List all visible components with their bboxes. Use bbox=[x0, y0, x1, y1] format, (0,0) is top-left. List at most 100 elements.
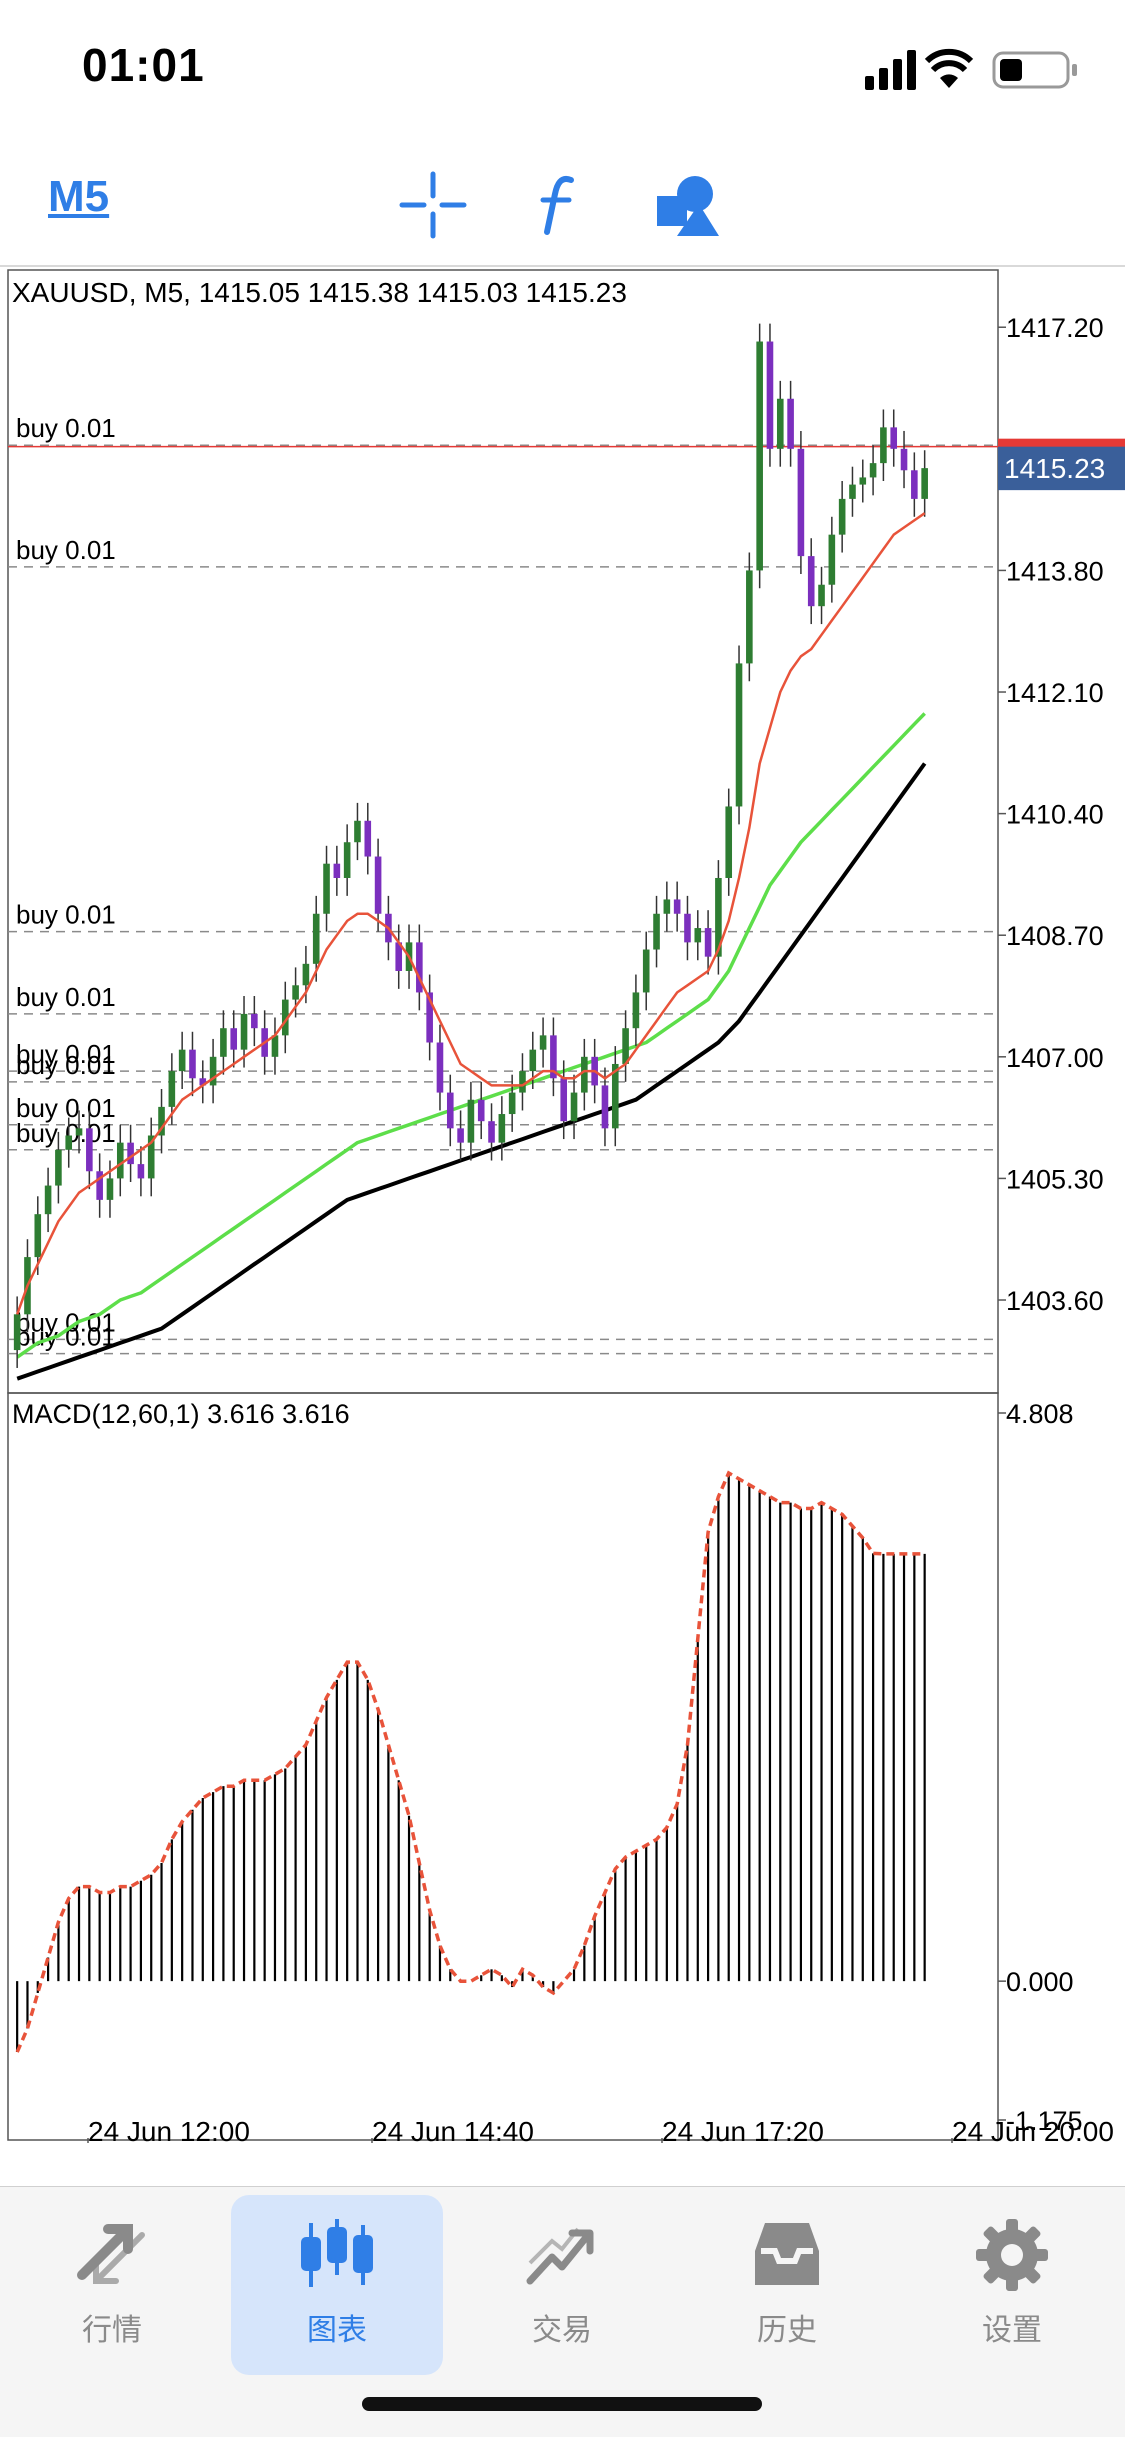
bear-candle bbox=[890, 427, 898, 449]
tab-label: 行情 bbox=[82, 2314, 142, 2347]
bull-candle bbox=[570, 1092, 578, 1122]
bull-candle bbox=[849, 484, 856, 499]
home-indicator bbox=[362, 2397, 762, 2411]
bull-candle bbox=[818, 584, 825, 607]
bear-candle bbox=[86, 1128, 93, 1172]
order-label: buy 0.01 bbox=[16, 900, 116, 930]
objects-icon[interactable] bbox=[655, 170, 725, 240]
bear-candle bbox=[900, 448, 908, 471]
tab-history[interactable]: 历史 bbox=[681, 2195, 893, 2375]
tab-quotes[interactable]: 行情 bbox=[6, 2195, 218, 2375]
bull-candle bbox=[271, 1035, 279, 1057]
crosshair-icon[interactable] bbox=[398, 170, 468, 240]
bear-candle bbox=[807, 556, 815, 607]
bull-candle bbox=[838, 498, 846, 535]
bull-candle bbox=[106, 1178, 114, 1200]
bear-candle bbox=[137, 1164, 145, 1179]
bull-candle bbox=[34, 1214, 42, 1258]
bull-candle bbox=[642, 949, 650, 993]
bear-candle bbox=[911, 470, 918, 499]
order-label: buy 0.01 bbox=[16, 535, 116, 565]
macd-axis-label: -1.175 bbox=[1006, 2106, 1083, 2136]
bear-candle bbox=[230, 1028, 238, 1050]
tab-settings[interactable]: 设置 bbox=[906, 2195, 1118, 2375]
bear-candle bbox=[364, 820, 372, 857]
battery-icon bbox=[992, 51, 1077, 89]
bull-candle bbox=[13, 1314, 21, 1351]
bear-candle bbox=[374, 856, 382, 914]
signal-icon bbox=[865, 50, 916, 90]
time-axis-label: 24 Jun 12:00 bbox=[88, 2116, 250, 2143]
time-axis-label: 24 Jun 20:00 bbox=[952, 2116, 1114, 2143]
price-axis-label: 1417.20 bbox=[1006, 313, 1104, 343]
price-axis-label: 1410.40 bbox=[1006, 800, 1104, 830]
timeframe-button[interactable]: M5 bbox=[48, 172, 110, 221]
bear-candle bbox=[560, 1078, 568, 1122]
bull-candle bbox=[519, 1071, 526, 1093]
bull-candle bbox=[75, 1128, 83, 1136]
bull-candle bbox=[859, 477, 867, 485]
bull-candle bbox=[921, 468, 928, 499]
bull-candle bbox=[735, 663, 743, 807]
tab-trade[interactable]: 交易 bbox=[456, 2195, 668, 2375]
bear-candle bbox=[684, 913, 691, 943]
time-axis-label: 24 Jun 14:40 bbox=[372, 2116, 534, 2143]
bear-candle bbox=[550, 1035, 557, 1079]
order-label: buy 0.01 bbox=[16, 982, 116, 1012]
bear-candle bbox=[477, 1099, 485, 1122]
bull-candle bbox=[880, 427, 887, 464]
current-price-tag bbox=[998, 446, 1125, 491]
bull-candle bbox=[343, 842, 351, 878]
bear-candle bbox=[797, 448, 805, 557]
bear-candle bbox=[787, 398, 794, 449]
macd-header: MACD(12,60,1) 3.616 3.616 bbox=[12, 1399, 350, 1429]
wifi-icon bbox=[924, 48, 974, 88]
price-axis-label: 1408.70 bbox=[1006, 921, 1104, 951]
ma-fast-line bbox=[16, 512, 926, 1315]
bull-candle bbox=[292, 985, 299, 1000]
bull-candle bbox=[116, 1142, 124, 1179]
chart-header: XAUUSD, M5, 1415.05 1415.38 1415.03 1415… bbox=[12, 277, 627, 308]
tab-label: 设置 bbox=[982, 2314, 1042, 2347]
price-axis-label: 1412.10 bbox=[1006, 678, 1104, 708]
bull-candle bbox=[209, 1056, 217, 1086]
chart-svg[interactable]: buy 0.01 buy 0.01 buy 0.01 buy 0.01 buy 0.01… bbox=[0, 268, 1125, 2150]
order-label: buy 0.01 bbox=[16, 1050, 116, 1080]
bull-candle bbox=[302, 963, 310, 986]
bull-candle bbox=[611, 1063, 619, 1129]
bear-candle bbox=[446, 1092, 454, 1129]
bull-candle bbox=[55, 1149, 62, 1186]
order-label: buy 0.01 bbox=[16, 1093, 116, 1123]
chart-area[interactable]: buy 0.01 buy 0.01 buy 0.01 buy 0.01 buy 0.01… bbox=[0, 268, 1125, 2150]
bull-candle bbox=[168, 1071, 176, 1107]
bear-candle bbox=[96, 1171, 103, 1200]
bull-candle bbox=[653, 913, 660, 950]
bull-candle bbox=[869, 463, 877, 478]
quotes-icon bbox=[77, 2224, 145, 2284]
function-icon[interactable] bbox=[525, 170, 595, 240]
bull-candle bbox=[622, 1028, 629, 1064]
chart-icon bbox=[301, 2219, 373, 2287]
tab-chart[interactable]: 图表 bbox=[231, 2195, 443, 2375]
bear-candle bbox=[766, 341, 774, 449]
bear-candle bbox=[601, 1085, 609, 1129]
ma-mid-line bbox=[16, 712, 926, 1359]
bear-candle bbox=[426, 992, 433, 1043]
bull-candle bbox=[756, 341, 763, 571]
bull-candle bbox=[828, 534, 836, 585]
price-pane-frame bbox=[7, 269, 999, 1394]
bull-candle bbox=[44, 1185, 52, 1215]
order-label: buy 0.01 bbox=[16, 413, 116, 443]
chart-toolbar: M5 bbox=[0, 150, 1125, 267]
history-icon bbox=[755, 2223, 819, 2285]
bull-candle bbox=[220, 1028, 227, 1057]
bear-candle bbox=[127, 1142, 134, 1165]
bear-candle bbox=[251, 1013, 258, 1029]
bull-candle bbox=[354, 820, 361, 843]
bear-candle bbox=[416, 942, 423, 993]
price-axis-label: 1403.60 bbox=[1006, 1286, 1104, 1316]
settings-icon bbox=[976, 2219, 1048, 2291]
macd-axis-label: 4.808 bbox=[1006, 1399, 1074, 1429]
bull-candle bbox=[281, 999, 289, 1036]
bear-candle bbox=[199, 1078, 207, 1086]
